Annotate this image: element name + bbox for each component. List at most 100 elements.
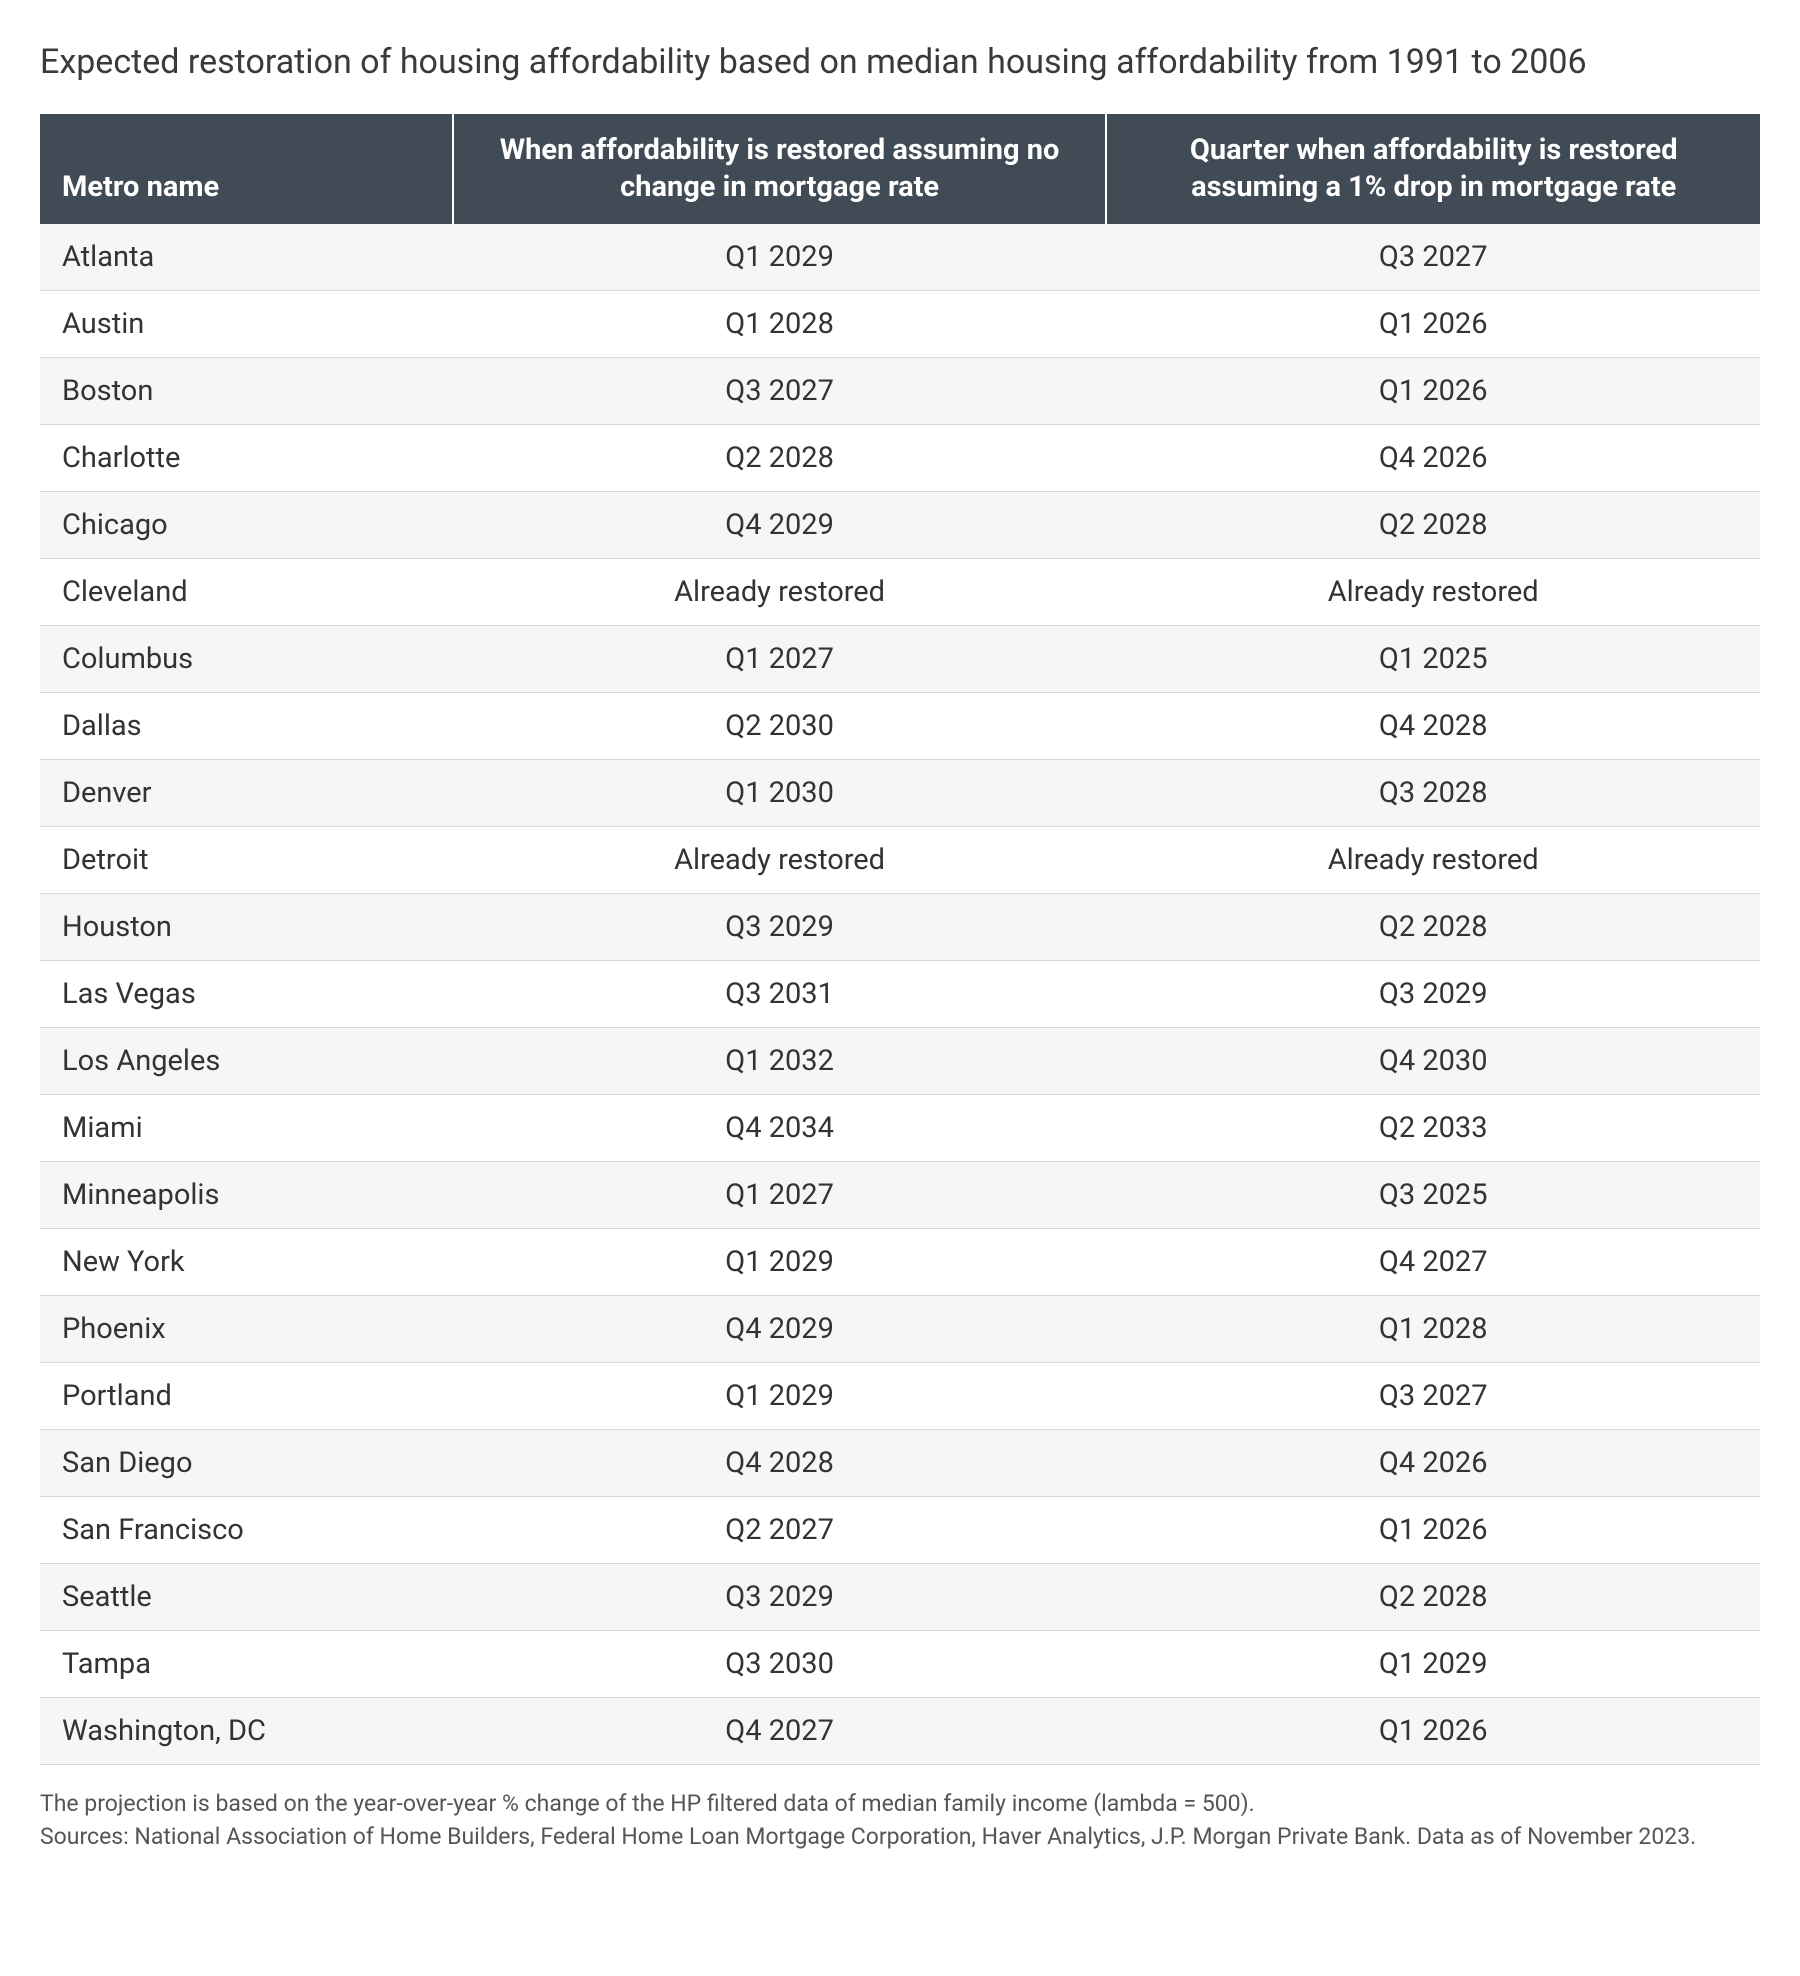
table-row: PortlandQ1 2029Q3 2027 (40, 1363, 1760, 1430)
table-row: San FranciscoQ2 2027Q1 2026 (40, 1497, 1760, 1564)
cell-no-change: Q4 2034 (453, 1095, 1107, 1162)
table-row: DallasQ2 2030Q4 2028 (40, 693, 1760, 760)
cell-no-change: Q1 2030 (453, 760, 1107, 827)
cell-drop-1pct: Already restored (1106, 827, 1760, 894)
cell-metro: San Francisco (40, 1497, 453, 1564)
table-row: PhoenixQ4 2029Q1 2028 (40, 1296, 1760, 1363)
cell-metro: Chicago (40, 492, 453, 559)
cell-drop-1pct: Q1 2026 (1106, 1497, 1760, 1564)
table-row: HoustonQ3 2029Q2 2028 (40, 894, 1760, 961)
cell-no-change: Q2 2027 (453, 1497, 1107, 1564)
cell-metro: Boston (40, 358, 453, 425)
cell-no-change: Q1 2027 (453, 626, 1107, 693)
col-header-no-change: When affordability is restored assuming … (453, 114, 1107, 224)
cell-metro: Atlanta (40, 224, 453, 291)
table-row: MiamiQ4 2034Q2 2033 (40, 1095, 1760, 1162)
table-row: CharlotteQ2 2028Q4 2026 (40, 425, 1760, 492)
cell-drop-1pct: Q2 2028 (1106, 894, 1760, 961)
cell-drop-1pct: Q4 2026 (1106, 425, 1760, 492)
cell-no-change: Already restored (453, 827, 1107, 894)
cell-metro: Washington, DC (40, 1698, 453, 1765)
footnote: The projection is based on the year-over… (40, 1787, 1760, 1854)
cell-metro: Denver (40, 760, 453, 827)
cell-metro: Miami (40, 1095, 453, 1162)
table-row: DetroitAlready restoredAlready restored (40, 827, 1760, 894)
cell-metro: Los Angeles (40, 1028, 453, 1095)
cell-drop-1pct: Q4 2028 (1106, 693, 1760, 760)
cell-metro: Tampa (40, 1631, 453, 1698)
cell-drop-1pct: Q3 2025 (1106, 1162, 1760, 1229)
cell-no-change: Q4 2029 (453, 1296, 1107, 1363)
cell-drop-1pct: Q3 2029 (1106, 961, 1760, 1028)
cell-drop-1pct: Q3 2027 (1106, 1363, 1760, 1430)
cell-metro: Las Vegas (40, 961, 453, 1028)
cell-metro: Minneapolis (40, 1162, 453, 1229)
cell-no-change: Q3 2030 (453, 1631, 1107, 1698)
cell-no-change: Q1 2029 (453, 1363, 1107, 1430)
footnote-line-2: Sources: National Association of Home Bu… (40, 1823, 1696, 1850)
table-header-row: Metro name When affordability is restore… (40, 114, 1760, 224)
table-row: MinneapolisQ1 2027Q3 2025 (40, 1162, 1760, 1229)
cell-metro: Portland (40, 1363, 453, 1430)
cell-no-change: Q4 2029 (453, 492, 1107, 559)
cell-drop-1pct: Q1 2029 (1106, 1631, 1760, 1698)
cell-drop-1pct: Q2 2033 (1106, 1095, 1760, 1162)
cell-drop-1pct: Already restored (1106, 559, 1760, 626)
cell-no-change: Q2 2028 (453, 425, 1107, 492)
cell-drop-1pct: Q3 2028 (1106, 760, 1760, 827)
cell-drop-1pct: Q1 2026 (1106, 358, 1760, 425)
cell-metro: Columbus (40, 626, 453, 693)
cell-no-change: Q4 2027 (453, 1698, 1107, 1765)
cell-no-change: Q1 2027 (453, 1162, 1107, 1229)
table-row: AtlantaQ1 2029Q3 2027 (40, 224, 1760, 291)
cell-drop-1pct: Q4 2026 (1106, 1430, 1760, 1497)
cell-drop-1pct: Q1 2026 (1106, 1698, 1760, 1765)
cell-no-change: Q4 2028 (453, 1430, 1107, 1497)
table-row: ClevelandAlready restoredAlready restore… (40, 559, 1760, 626)
col-header-metro: Metro name (40, 114, 453, 224)
cell-metro: Phoenix (40, 1296, 453, 1363)
cell-no-change: Q1 2029 (453, 224, 1107, 291)
cell-metro: New York (40, 1229, 453, 1296)
page-title: Expected restoration of housing affordab… (40, 40, 1760, 86)
cell-metro: Dallas (40, 693, 453, 760)
table-row: Las VegasQ3 2031Q3 2029 (40, 961, 1760, 1028)
table-row: ChicagoQ4 2029Q2 2028 (40, 492, 1760, 559)
cell-no-change: Q2 2030 (453, 693, 1107, 760)
affordability-table: Metro name When affordability is restore… (40, 114, 1760, 1765)
table-row: Washington, DCQ4 2027Q1 2026 (40, 1698, 1760, 1765)
cell-no-change: Q1 2028 (453, 291, 1107, 358)
table-row: San DiegoQ4 2028Q4 2026 (40, 1430, 1760, 1497)
cell-drop-1pct: Q1 2025 (1106, 626, 1760, 693)
table-row: DenverQ1 2030Q3 2028 (40, 760, 1760, 827)
col-header-drop-1pct: Quarter when affordability is restored a… (1106, 114, 1760, 224)
cell-drop-1pct: Q3 2027 (1106, 224, 1760, 291)
table-row: Los AngelesQ1 2032Q4 2030 (40, 1028, 1760, 1095)
cell-no-change: Q3 2027 (453, 358, 1107, 425)
cell-drop-1pct: Q4 2027 (1106, 1229, 1760, 1296)
cell-metro: Austin (40, 291, 453, 358)
table-row: AustinQ1 2028Q1 2026 (40, 291, 1760, 358)
cell-no-change: Q1 2032 (453, 1028, 1107, 1095)
cell-no-change: Q3 2029 (453, 1564, 1107, 1631)
cell-metro: Houston (40, 894, 453, 961)
cell-no-change: Q3 2031 (453, 961, 1107, 1028)
cell-drop-1pct: Q4 2030 (1106, 1028, 1760, 1095)
cell-metro: Charlotte (40, 425, 453, 492)
cell-drop-1pct: Q2 2028 (1106, 492, 1760, 559)
cell-no-change: Q3 2029 (453, 894, 1107, 961)
table-row: New YorkQ1 2029Q4 2027 (40, 1229, 1760, 1296)
footnote-line-1: The projection is based on the year-over… (40, 1790, 1255, 1817)
cell-metro: Cleveland (40, 559, 453, 626)
cell-drop-1pct: Q1 2026 (1106, 291, 1760, 358)
table-row: ColumbusQ1 2027Q1 2025 (40, 626, 1760, 693)
cell-metro: Detroit (40, 827, 453, 894)
cell-metro: San Diego (40, 1430, 453, 1497)
cell-no-change: Already restored (453, 559, 1107, 626)
cell-metro: Seattle (40, 1564, 453, 1631)
table-row: BostonQ3 2027Q1 2026 (40, 358, 1760, 425)
table-row: TampaQ3 2030Q1 2029 (40, 1631, 1760, 1698)
cell-no-change: Q1 2029 (453, 1229, 1107, 1296)
cell-drop-1pct: Q1 2028 (1106, 1296, 1760, 1363)
cell-drop-1pct: Q2 2028 (1106, 1564, 1760, 1631)
